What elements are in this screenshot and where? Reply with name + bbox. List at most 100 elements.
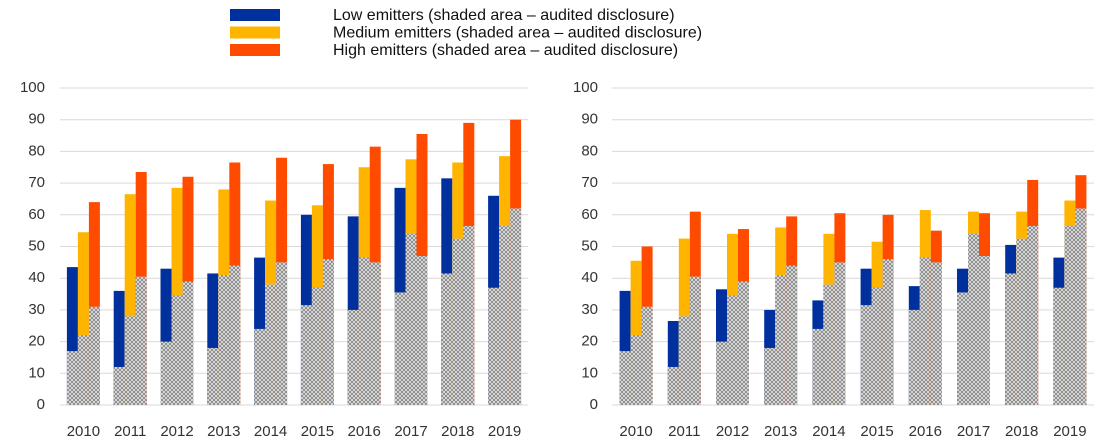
audited-bar (908, 309, 920, 405)
audited-bar (488, 287, 500, 405)
y-tick-label: 60 (581, 206, 598, 223)
y-tick-label: 40 (28, 269, 45, 286)
legend-swatch (230, 26, 280, 39)
x-tick-label: 2019 (1053, 423, 1086, 440)
audited-bar (347, 309, 359, 405)
y-tick-label: 50 (581, 237, 598, 254)
audited-bar (930, 262, 942, 405)
bar (207, 273, 219, 405)
audited-bar (775, 275, 787, 405)
x-tick-label: 2012 (716, 423, 749, 440)
bar (667, 320, 679, 405)
audited-bar (499, 225, 511, 405)
audited-bar (463, 225, 475, 405)
bar (66, 267, 78, 405)
audited-bar (441, 273, 453, 405)
audited-bar (727, 295, 738, 405)
audited-bar (218, 275, 230, 405)
y-tick-label: 10 (581, 364, 598, 381)
x-tick-label: 2013 (207, 423, 240, 440)
bar (113, 290, 125, 405)
legend-swatch (230, 44, 280, 56)
legend-label: High emitters (shaded area – audited dis… (333, 42, 678, 59)
audited-bar (300, 305, 312, 405)
y-tick-label: 70 (581, 174, 598, 191)
audited-bar (678, 316, 690, 405)
y-tick-label: 20 (581, 333, 598, 350)
audited-bar (405, 233, 417, 405)
x-tick-label: 2015 (860, 423, 893, 440)
audited-bar (979, 256, 990, 405)
audited-bar (160, 341, 172, 405)
y-tick-label: 30 (28, 301, 45, 318)
x-tick-label: 2017 (394, 423, 427, 440)
x-tick-label: 2016 (348, 423, 381, 440)
audited-bar (171, 295, 183, 405)
x-tick-label: 2018 (441, 423, 474, 440)
bar (124, 194, 136, 405)
audited-bar (834, 262, 846, 405)
x-tick-label: 2011 (114, 423, 146, 440)
audited-bar (641, 306, 653, 405)
audited-bar (1053, 287, 1065, 405)
bar (630, 260, 642, 405)
y-tick-label: 30 (581, 301, 598, 318)
y-tick-label: 100 (20, 79, 45, 96)
audited-bar (229, 265, 241, 405)
audited-bar (254, 328, 266, 405)
legend-label: Medium emitters (shaded area – audited d… (333, 25, 702, 42)
x-tick-label: 2012 (160, 423, 193, 440)
audited-bar (358, 257, 370, 405)
y-tick-label: 40 (581, 269, 598, 286)
audited-bar (764, 347, 776, 405)
audited-bar (968, 233, 979, 405)
x-tick-label: 2016 (909, 423, 942, 440)
audited-bar (66, 351, 78, 405)
audited-bar (207, 347, 219, 405)
y-tick-label: 90 (581, 111, 598, 128)
y-tick-label: 60 (28, 206, 45, 223)
audited-bar (1075, 208, 1087, 405)
audited-bar (276, 262, 288, 405)
x-tick-label: 2014 (254, 423, 287, 440)
audited-bar (1005, 273, 1017, 405)
audited-bar (919, 257, 931, 405)
audited-bar (124, 316, 136, 405)
y-tick-label: 0 (37, 396, 45, 413)
audited-bar (182, 281, 194, 405)
audited-bar (860, 305, 872, 405)
y-tick-label: 0 (590, 396, 598, 413)
y-tick-label: 80 (28, 142, 45, 159)
y-tick-label: 10 (28, 364, 45, 381)
y-tick-label: 80 (581, 142, 598, 159)
audited-bar (1016, 238, 1028, 405)
legend-swatch (230, 9, 280, 21)
x-tick-label: 2014 (812, 423, 845, 440)
audited-bar (1064, 225, 1076, 405)
audited-bar (311, 287, 323, 405)
bar (88, 202, 100, 405)
x-tick-label: 2010 (619, 423, 652, 440)
y-tick-label: 70 (28, 174, 45, 191)
x-tick-label: 2011 (668, 423, 700, 440)
x-tick-label: 2013 (764, 423, 797, 440)
x-tick-label: 2015 (301, 423, 334, 440)
bar (77, 232, 89, 405)
audited-bar (823, 284, 835, 405)
x-tick-label: 2010 (67, 423, 100, 440)
audited-bar (1027, 225, 1039, 405)
audited-bar (88, 306, 100, 405)
audited-bar (135, 276, 147, 405)
audited-bar (394, 292, 406, 405)
legend-label: Low emitters (shaded area – audited disc… (333, 7, 675, 24)
audited-bar (369, 262, 381, 405)
audited-bar (322, 259, 334, 405)
audited-bar (882, 259, 894, 405)
x-tick-label: 2017 (957, 423, 990, 440)
audited-bar (630, 335, 642, 405)
audited-bar (265, 284, 277, 405)
bar (160, 268, 172, 405)
audited-bar (957, 292, 968, 405)
bar (619, 290, 631, 405)
